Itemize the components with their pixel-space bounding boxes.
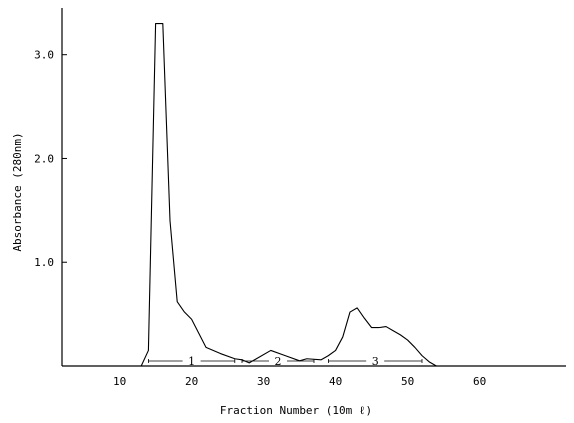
series [140,23,437,367]
x-axis-label: Fraction Number (10m ℓ) [220,404,372,417]
y-tick-label: 1.0 [34,256,54,269]
x-tick-label: 50 [401,375,414,388]
absorbance-series-line [140,23,437,367]
y-tick-label: 2.0 [34,152,54,165]
y-axis-label: Absorbance (280nm) [11,132,24,251]
pool-label: 2 [275,355,282,368]
pool-label: 3 [372,355,379,368]
ticks: 1.0 2.0 3.0 10 20 30 40 50 60 [34,49,486,388]
x-tick-label: 10 [113,375,126,388]
x-tick-label: 20 [185,375,198,388]
axes [61,8,566,367]
x-tick-label: 40 [329,375,342,388]
x-tick-label: 60 [473,375,486,388]
y-tick-label: 3.0 [34,49,54,62]
x-tick-label: 30 [257,375,270,388]
pool-label: 1 [188,355,195,368]
